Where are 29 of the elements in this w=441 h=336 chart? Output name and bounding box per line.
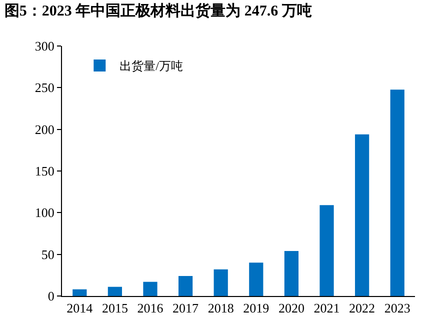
bar: [390, 90, 404, 296]
bar: [143, 282, 158, 296]
bar: [108, 286, 122, 296]
y-tick-label: 200: [34, 122, 54, 137]
y-tick-label: 50: [41, 246, 54, 262]
bar: [320, 205, 334, 296]
y-tick-label: 250: [34, 80, 54, 96]
x-tick-label: 2017: [172, 300, 200, 316]
x-tick-label: 2019: [243, 300, 270, 316]
bar: [72, 289, 87, 296]
x-tick-label: 2023: [384, 300, 410, 316]
y-tick-label: 0: [48, 288, 54, 304]
bar: [214, 269, 228, 296]
x-tick-label: 2015: [102, 300, 128, 316]
bar: [354, 134, 370, 296]
y-tick-label: 150: [34, 164, 54, 179]
y-tick-label: 100: [34, 205, 54, 220]
legend-label: 出货量/万吨: [120, 59, 183, 74]
bar: [284, 251, 299, 296]
x-tick-label: 2020: [278, 300, 304, 316]
x-tick-label: 2014: [66, 300, 94, 316]
y-tick-label: 300: [34, 38, 54, 54]
x-tick-label: 2016: [137, 300, 164, 316]
bar: [249, 262, 264, 296]
x-tick-label: 2018: [208, 300, 234, 316]
chart-title: 图5：2023 年中国正极材料出货量为 247.6 万吨: [4, 2, 312, 20]
bar: [178, 276, 193, 296]
x-tick-label: 2022: [349, 300, 376, 316]
x-tick-label: 2021: [314, 300, 340, 316]
